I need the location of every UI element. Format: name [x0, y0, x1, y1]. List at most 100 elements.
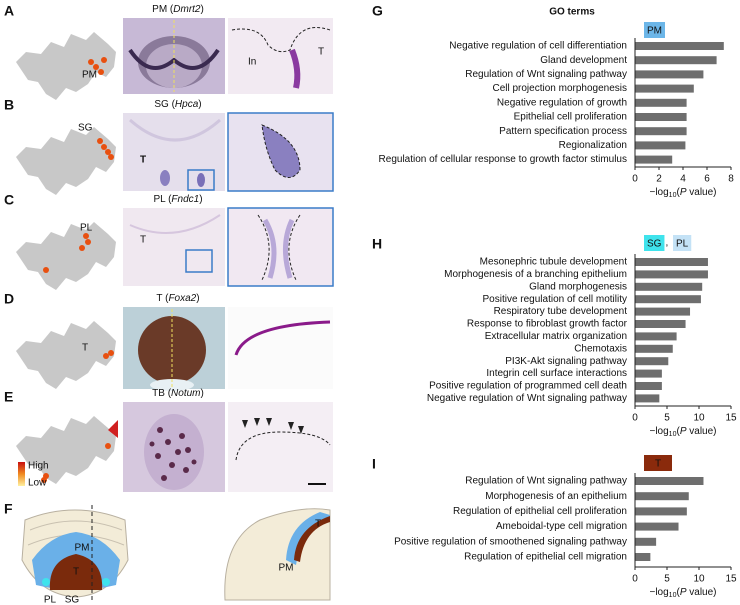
photo-c — [123, 207, 334, 287]
umap-hot-cell — [108, 350, 114, 356]
panel-letter: F — [4, 501, 13, 517]
bar — [635, 344, 673, 353]
bar — [635, 98, 687, 107]
category-label: Negative regulation of Wnt signaling pat… — [427, 393, 627, 404]
image-title: PM (Dmrt2) — [152, 4, 204, 15]
x-axis-label-part: ( — [676, 587, 680, 598]
image-title-part: ) — [201, 388, 204, 399]
bar — [635, 270, 708, 279]
x-axis-label-part: −log — [649, 426, 668, 437]
x-axis-label-part: P — [680, 187, 687, 198]
umap-hot-cell — [85, 239, 91, 245]
bar — [635, 70, 704, 79]
panel-letter: I — [372, 456, 376, 472]
panel-letter: H — [372, 236, 382, 252]
category-label: Positive regulation of programmed cell d… — [429, 381, 627, 392]
umap-hot-cell — [108, 154, 114, 160]
category-label: Morphogenesis of an epithelium — [485, 491, 627, 502]
category-label: Regulation of cellular response to growt… — [379, 154, 627, 165]
legend-label: Low — [28, 478, 47, 489]
image-title-part: ) — [201, 4, 204, 15]
bar — [635, 307, 691, 316]
category-label: Response to fibroblast growth factor — [467, 319, 628, 330]
umap-cells — [16, 32, 116, 100]
image-title-part: PM ( — [152, 4, 174, 15]
bar — [635, 320, 686, 328]
category-label: Mesonephric tubule development — [480, 257, 628, 268]
umap-hot-cell — [43, 267, 49, 273]
x-axis-label-part: −log — [649, 187, 668, 198]
image-title-part: Fndc1 — [171, 194, 199, 205]
bar — [635, 537, 657, 546]
schematic-left — [21, 505, 129, 600]
category-label: Gland development — [540, 55, 627, 66]
tag-box — [673, 235, 692, 251]
image-title-part: Foxa2 — [168, 293, 196, 304]
x-axis-label-part: value) — [686, 426, 716, 437]
image-title-part: ) — [196, 293, 199, 304]
x-axis-label-part: −log — [649, 587, 668, 598]
image-title: TB (Notum) — [152, 388, 204, 399]
schematic-label: PL — [44, 595, 57, 605]
bar — [635, 155, 673, 164]
bar — [635, 56, 717, 65]
x-tick-label: 15 — [725, 413, 737, 424]
umap-hot-cell — [101, 144, 107, 150]
x-tick-label: 0 — [632, 174, 638, 185]
umap-hot-cell — [97, 138, 103, 144]
panel-letter: B — [4, 97, 14, 113]
umap-cells — [16, 222, 116, 290]
image-title-part: PL ( — [153, 194, 172, 205]
category-label: Regulation of epithelial cell migration — [464, 552, 627, 563]
x-axis-label-part: ( — [676, 426, 680, 437]
tag-text: T — [655, 459, 661, 470]
bar — [635, 522, 679, 531]
x-tick-label: 5 — [664, 413, 670, 424]
bar — [635, 369, 662, 378]
x-axis-label-part: P — [680, 587, 687, 598]
x-axis-label: −log10(P value) — [649, 187, 716, 199]
x-tick-label: 10 — [693, 413, 705, 424]
umap-hot-cell — [101, 57, 107, 63]
image-label: T — [140, 155, 146, 166]
bar — [635, 113, 687, 121]
bar — [635, 507, 687, 516]
category-label: Positive regulation of smoothened signal… — [394, 536, 627, 547]
x-axis-label-part: 10 — [669, 592, 677, 599]
category-label: Respiratory tube development — [494, 306, 628, 317]
umap — [16, 321, 116, 389]
bar — [635, 553, 651, 561]
umap-hot-cell — [83, 233, 89, 239]
image-title: SG (Hpca) — [154, 99, 201, 110]
panel-letter: E — [4, 389, 13, 405]
umap-label: PL — [80, 223, 93, 234]
image-title-part: SG ( — [154, 99, 175, 110]
category-label: PI3K-Akt signaling pathway — [505, 356, 627, 367]
x-tick-label: 8 — [728, 174, 734, 185]
image-title: T (Foxa2) — [156, 293, 199, 304]
panel-letter: D — [4, 291, 14, 307]
umap-hot-cell — [105, 443, 111, 449]
panel-letter: G — [372, 3, 383, 19]
umap-label: PM — [82, 70, 97, 81]
image-title-part: TB ( — [152, 388, 172, 399]
image-title-part: T ( — [156, 293, 169, 304]
schematic-right — [224, 508, 331, 601]
umap — [16, 222, 116, 290]
umap-hot-cell — [41, 477, 47, 483]
umap-hot-cell — [93, 64, 99, 70]
x-axis-label: −log10(P value) — [649, 587, 716, 599]
image-title-part: Dmrt2 — [173, 4, 201, 15]
x-axis-label-part: ( — [676, 187, 680, 198]
category-label: Pattern specification process — [499, 126, 627, 137]
schematic-label: PM — [75, 543, 90, 554]
x-tick-label: 0 — [632, 574, 638, 585]
schematic-label: SG — [65, 595, 80, 605]
umap-hot-cell — [79, 245, 85, 251]
tag-text: SG — [647, 239, 662, 250]
x-tick-label: 0 — [632, 413, 638, 424]
photo-e — [123, 402, 333, 492]
category-label: Negative regulation of cell differentiat… — [449, 41, 627, 52]
arrowhead — [108, 420, 118, 438]
